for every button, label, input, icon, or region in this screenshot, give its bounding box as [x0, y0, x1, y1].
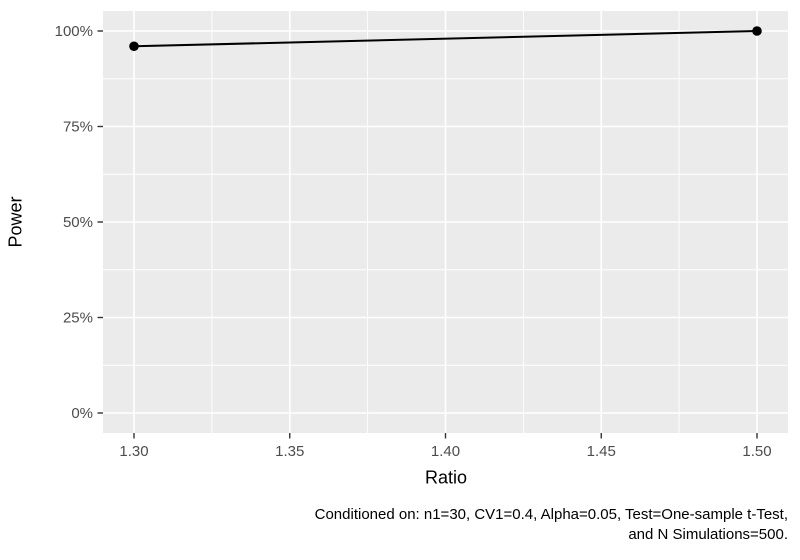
- data-point: [129, 41, 139, 52]
- x-tick-label: 1.35: [275, 443, 304, 460]
- y-axis-title: Power: [5, 196, 26, 248]
- y-tick-label: 75%: [63, 119, 93, 136]
- data-point: [752, 26, 762, 36]
- y-tick-label: 100%: [55, 23, 93, 40]
- y-tick-label: 0%: [71, 405, 93, 422]
- x-tick-label: 1.40: [431, 443, 460, 460]
- x-tick-label: 1.50: [742, 443, 771, 460]
- series-line: [133, 30, 758, 48]
- y-tick-label: 25%: [63, 310, 93, 327]
- x-axis-title: Ratio: [424, 467, 468, 488]
- y-tick-label: 50%: [63, 214, 93, 231]
- x-tick-label: 1.45: [587, 443, 616, 460]
- chart-caption-line-2: and N Simulations=500.: [628, 526, 788, 543]
- x-tick-label: 1.30: [119, 443, 148, 460]
- chart-caption: Conditioned on: n1=30, CV1=0.4, Alpha=0.…: [315, 505, 788, 545]
- chart-caption-line-1: Conditioned on: n1=30, CV1=0.4, Alpha=0.…: [314, 506, 788, 523]
